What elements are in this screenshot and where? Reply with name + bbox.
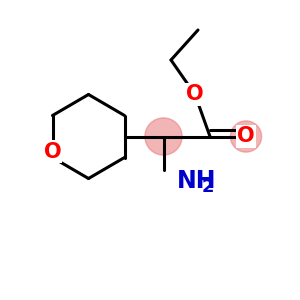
Circle shape: [230, 121, 262, 152]
Text: 2: 2: [202, 178, 214, 196]
Text: O: O: [44, 142, 61, 161]
Circle shape: [145, 118, 182, 155]
Text: NH: NH: [177, 169, 217, 194]
Text: O: O: [237, 127, 255, 146]
Text: O: O: [186, 85, 204, 104]
